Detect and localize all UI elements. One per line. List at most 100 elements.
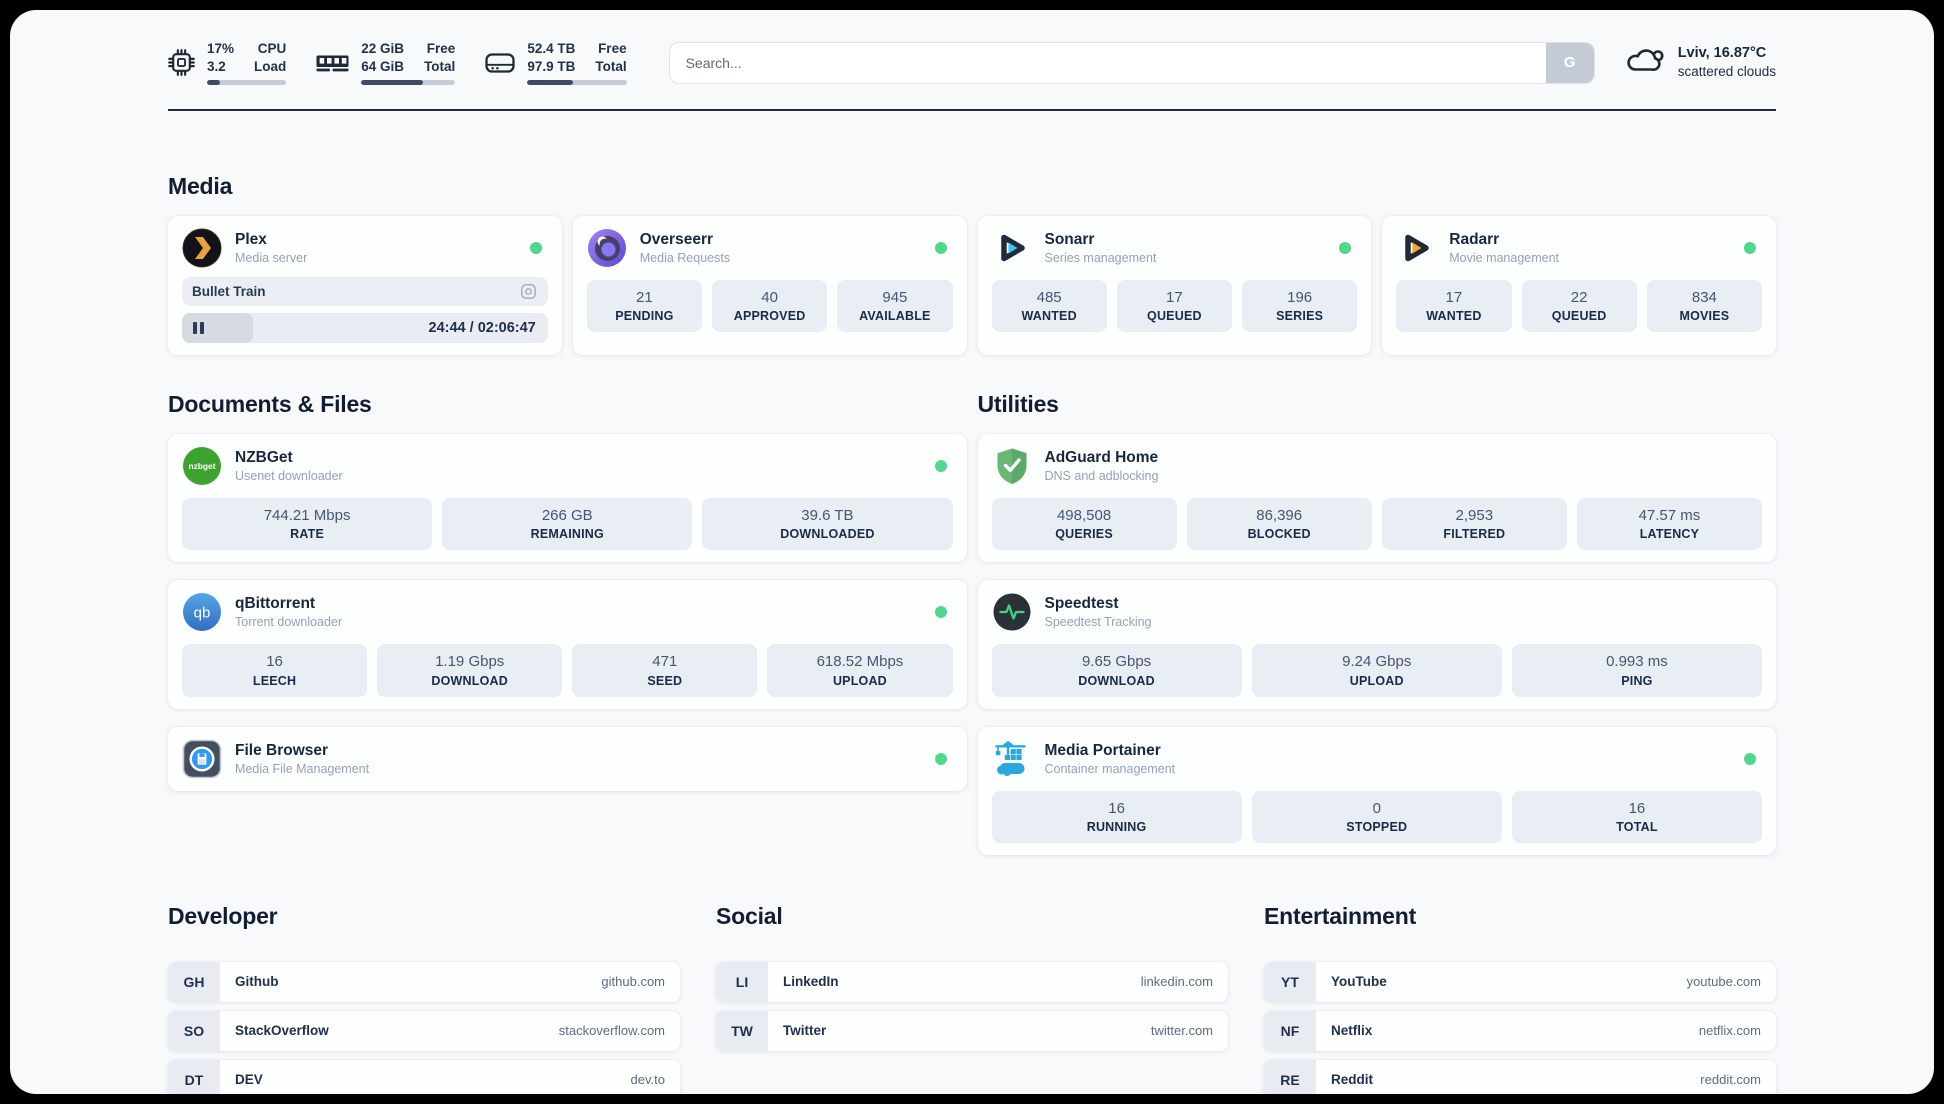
- app-card-nzbget[interactable]: nzbget NZBGet Usenet downloader 744.21 M…: [168, 434, 967, 563]
- link-url: dev.to: [630, 1072, 665, 1088]
- stat-value: 0.993 ms: [1606, 653, 1668, 671]
- stat-label: TOTAL: [1616, 819, 1658, 834]
- app-name: Media Portainer: [1044, 741, 1161, 759]
- disk-progress-fill: [527, 80, 573, 86]
- link-linkedin[interactable]: LI LinkedIn linkedin.com: [716, 961, 1228, 1002]
- stat-value: 618.52 Mbps: [816, 653, 904, 671]
- section-title-documents: Documents & Files: [168, 391, 372, 418]
- ram-labels: Free Total: [424, 40, 455, 75]
- ram-total: 64 GiB: [361, 58, 405, 74]
- playback-progressbar[interactable]: 24:44 / 02:06:47: [182, 313, 548, 344]
- app-card-adguard[interactable]: AdGuard Home DNS and adblocking 498,508 …: [977, 434, 1776, 563]
- stat-value: 266 GB: [541, 507, 593, 525]
- stat-blocked: 86,396 BLOCKED: [1186, 498, 1372, 551]
- app-card-portainer[interactable]: Media Portainer Container management 16 …: [977, 726, 1776, 855]
- stat-upload: 9.24 Gbps UPLOAD: [1251, 644, 1502, 697]
- weather-condition: scattered clouds: [1677, 64, 1776, 80]
- qbittorrent-icon: qb: [182, 592, 222, 632]
- stat-value: 16: [1628, 799, 1646, 817]
- link-dev[interactable]: DT DEV dev.to: [168, 1059, 680, 1094]
- stat-value: 2,953: [1455, 507, 1494, 525]
- app-card-qbittorrent[interactable]: qb qBittorrent Torrent downloader 16 LEE…: [168, 580, 967, 709]
- header-divider: [168, 109, 1776, 112]
- stat-upload: 618.52 Mbps UPLOAD: [767, 644, 953, 697]
- stat-value: 16: [266, 653, 283, 671]
- link-github[interactable]: GH Github github.com: [168, 961, 680, 1002]
- stat-value: 485: [1036, 289, 1062, 307]
- stat-running: 16 RUNNING: [991, 790, 1242, 843]
- stat-value: 196: [1287, 289, 1313, 307]
- weather-widget: Lviv, 16.87°C scattered clouds: [1623, 44, 1776, 82]
- filebrowser-icon: [182, 739, 222, 779]
- stackoverflow-icon: SO: [168, 1010, 220, 1051]
- app-card-sonarr[interactable]: Sonarr Series management 485 WANTED 17 Q…: [977, 216, 1372, 356]
- app-card-plex[interactable]: Plex Media server Bullet Train: [168, 216, 562, 356]
- stat-download: 9.65 Gbps DOWNLOAD: [991, 644, 1242, 697]
- cpu-usage: 17%: [207, 41, 235, 56]
- stat-label: MOVIES: [1679, 309, 1730, 324]
- status-dot-online: [934, 460, 947, 473]
- app-card-radarr[interactable]: Radarr Movie management 17 WANTED 22 QUE…: [1382, 216, 1776, 356]
- stat-value: 39.6 TB: [801, 507, 854, 525]
- stat-label: BLOCKED: [1247, 527, 1311, 542]
- stat-value: 40: [761, 289, 778, 307]
- reddit-icon: RE: [1264, 1059, 1316, 1094]
- app-name: AdGuard Home: [1044, 449, 1159, 467]
- ram-label-1: Free: [426, 41, 456, 56]
- stat-value: 22: [1570, 289, 1588, 307]
- stat-label: UPLOAD: [1349, 673, 1404, 688]
- link-reddit[interactable]: RE Reddit reddit.com: [1264, 1059, 1776, 1094]
- app-card-speedtest[interactable]: Speedtest Speedtest Tracking 9.65 Gbps D…: [977, 580, 1776, 709]
- cpu-progressbar: [207, 80, 287, 86]
- stat-value: 86,396: [1256, 507, 1303, 525]
- search-engine-button[interactable]: G: [1545, 42, 1594, 83]
- ram-progress-fill: [361, 80, 424, 86]
- stat-label: FILTERED: [1443, 527, 1506, 542]
- app-name: Plex: [235, 231, 267, 249]
- section-documents: Documents & Files nzbget NZBGet U: [168, 391, 967, 791]
- link-stackoverflow[interactable]: SO StackOverflow stackoverflow.com: [168, 1010, 680, 1051]
- stat-label: LATENCY: [1639, 527, 1700, 542]
- link-url: youtube.com: [1686, 974, 1761, 990]
- stat-leech: 16 LEECH: [182, 644, 368, 697]
- app-name: File Browser: [235, 741, 329, 759]
- link-url: stackoverflow.com: [558, 1023, 665, 1039]
- link-name: Twitter: [783, 1023, 827, 1039]
- pause-icon[interactable]: [193, 322, 204, 335]
- app-subtitle: Speedtest Tracking: [1044, 615, 1152, 630]
- stat-available: 945 AVAILABLE: [837, 280, 953, 333]
- overseerr-icon: [587, 228, 627, 268]
- status-dot-online: [1339, 242, 1352, 255]
- app-card-filebrowser[interactable]: File Browser Media File Management: [168, 726, 967, 791]
- link-twitter[interactable]: TW Twitter twitter.com: [716, 1010, 1228, 1051]
- app-card-overseerr[interactable]: Overseerr Media Requests 21 PENDING 40 A…: [572, 216, 967, 356]
- link-name: Reddit: [1331, 1072, 1373, 1088]
- search-input[interactable]: [669, 42, 1546, 83]
- stat-queued: 17 QUEUED: [1116, 280, 1232, 333]
- link-url: github.com: [601, 974, 665, 990]
- now-playing-row: Bullet Train: [182, 277, 548, 307]
- app-subtitle: Movie management: [1449, 251, 1560, 266]
- stat-value: 16: [1108, 799, 1125, 817]
- stat-label: QUEUED: [1551, 309, 1607, 324]
- stat-label: DOWNLOAD: [1078, 673, 1155, 688]
- cpu-values: 17% 3.2: [207, 40, 234, 75]
- sonarr-icon: [992, 228, 1032, 268]
- stat-value: 1.19 Gbps: [435, 653, 505, 671]
- link-netflix[interactable]: NF Netflix netflix.com: [1264, 1010, 1776, 1051]
- disk-label-2: Total: [595, 58, 627, 74]
- stat-label: LEECH: [252, 673, 297, 688]
- netflix-icon: NF: [1264, 1010, 1316, 1051]
- ram-progressbar: [361, 80, 456, 86]
- dev-icon: DT: [168, 1059, 220, 1094]
- link-url: twitter.com: [1150, 1023, 1213, 1039]
- app-subtitle: Container management: [1044, 761, 1176, 776]
- link-youtube[interactable]: YT YouTube youtube.com: [1264, 961, 1776, 1002]
- cloud-icon: [1623, 44, 1665, 81]
- cpu-label-1: CPU: [257, 41, 287, 56]
- video-session-icon[interactable]: [519, 282, 538, 301]
- stat-value: 9.65 Gbps: [1081, 653, 1152, 671]
- stat-stopped: 0 STOPPED: [1251, 790, 1502, 843]
- stat-value: 0: [1372, 799, 1381, 817]
